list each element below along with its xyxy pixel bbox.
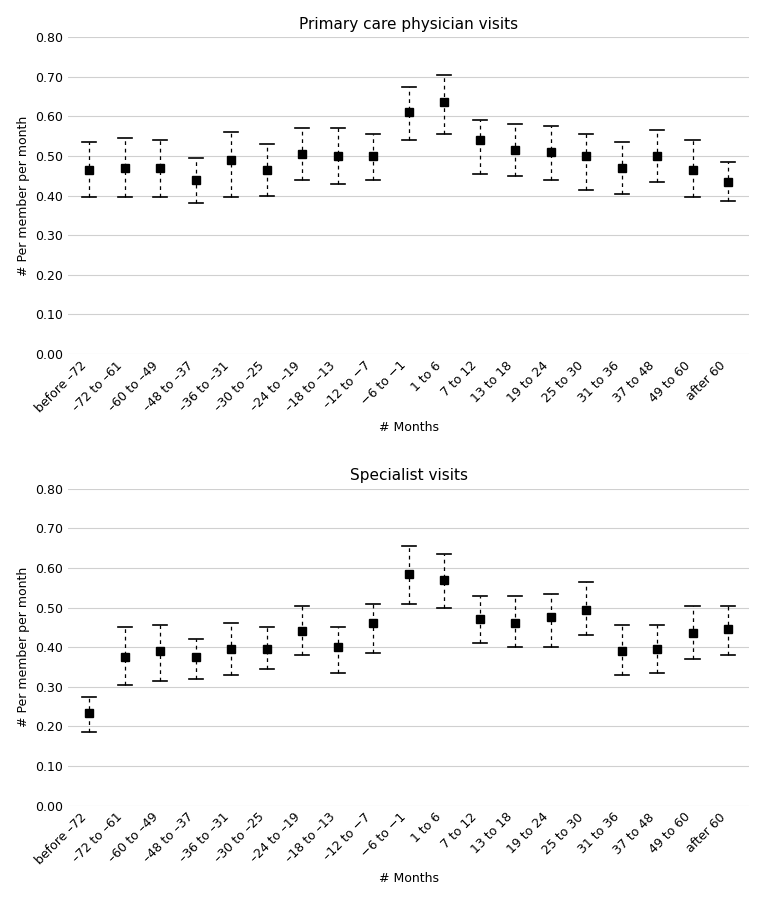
Y-axis label: # Per member per month: # Per member per month: [17, 567, 30, 727]
Title: Primary care physician visits: Primary care physician visits: [300, 16, 519, 32]
X-axis label: # Months: # Months: [378, 420, 439, 434]
Y-axis label: # Per member per month: # Per member per month: [17, 115, 30, 276]
X-axis label: # Months: # Months: [378, 872, 439, 886]
Title: Specialist visits: Specialist visits: [350, 468, 468, 483]
